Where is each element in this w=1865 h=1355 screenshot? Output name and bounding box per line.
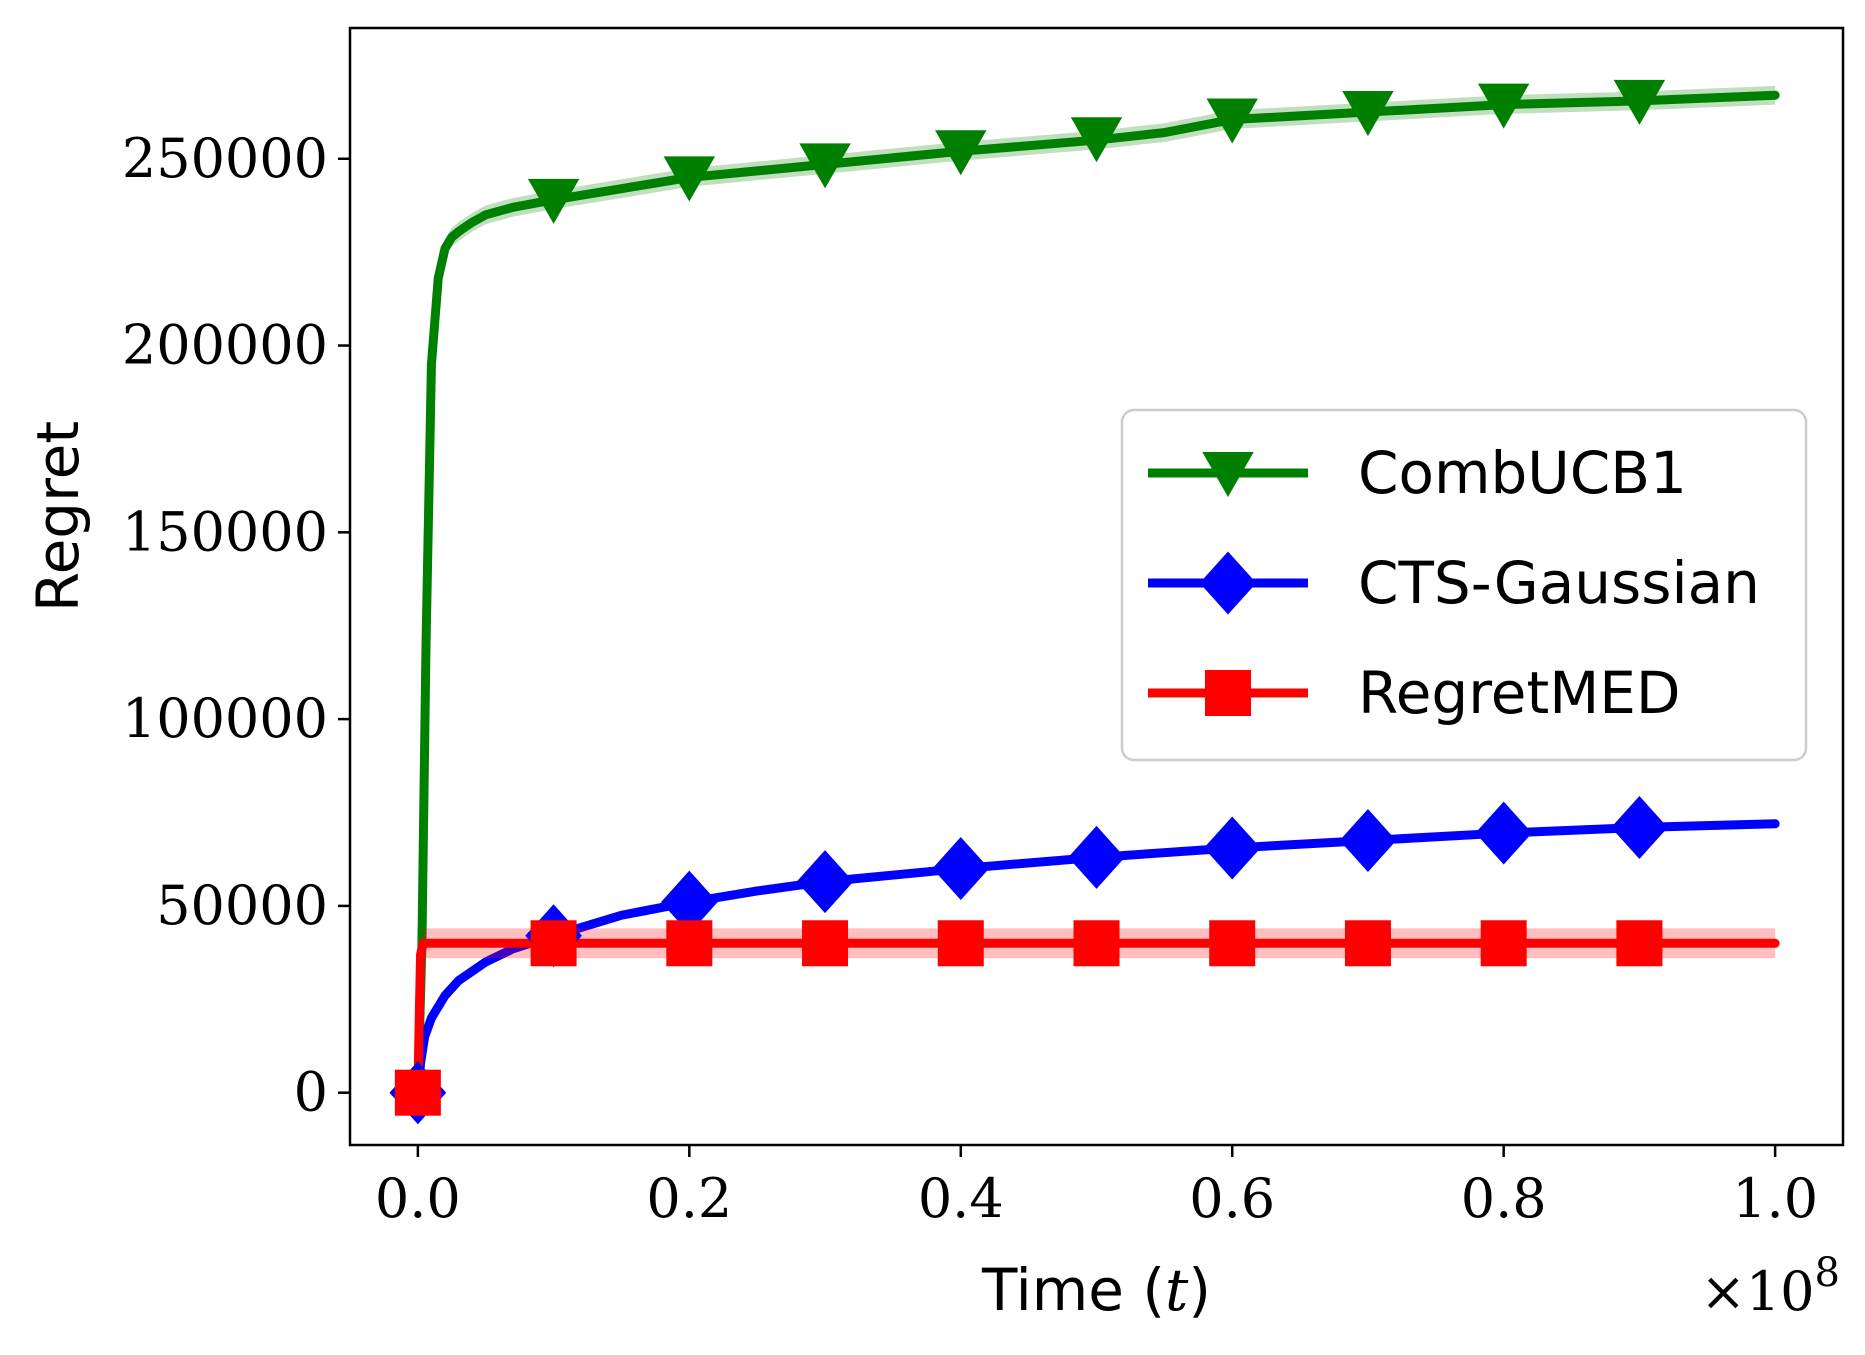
- marker-regretmed: [666, 920, 713, 967]
- legend-marker-cts-gaussian: [1199, 551, 1257, 615]
- marker-combucb1: [1070, 117, 1123, 163]
- y-tick-label: 250000: [122, 127, 328, 190]
- x-axis-label-prefix: Time (: [981, 1256, 1165, 1324]
- y-axis-label: Regret: [24, 421, 92, 612]
- marker-cts-gaussian: [1339, 809, 1397, 873]
- y-tick-label: 0: [294, 1061, 328, 1124]
- y-tick-label: 200000: [122, 314, 328, 377]
- legend-box: [1120, 408, 1808, 762]
- marker-regretmed: [1480, 920, 1527, 967]
- marker-combucb1: [935, 130, 987, 176]
- marker-regretmed: [937, 920, 984, 967]
- marker-cts-gaussian: [932, 837, 990, 901]
- marker-regretmed: [1073, 920, 1120, 967]
- marker-combucb1: [799, 143, 851, 189]
- legend-marker-combucb1: [1202, 452, 1254, 498]
- legend-label-combucb1: CombUCB1: [1358, 439, 1687, 507]
- x-axis-label-variable: t: [1165, 1256, 1189, 1324]
- marker-cts-gaussian: [1475, 801, 1533, 865]
- legend-label-regretmed: RegretMED: [1358, 659, 1681, 727]
- x-axis-label: Time (t): [981, 1256, 1211, 1324]
- marker-combucb1: [1477, 83, 1530, 129]
- x-tick-label: 0.8: [1461, 1167, 1547, 1230]
- y-tick-label: 100000: [122, 687, 328, 750]
- x-tick-label: 0.4: [918, 1167, 1004, 1230]
- x-tick-label: 0.2: [646, 1167, 732, 1230]
- multiplier-base: ×10: [1701, 1260, 1815, 1323]
- marker-regretmed: [1209, 920, 1256, 967]
- y-tick-label: 150000: [122, 500, 328, 563]
- x-axis-label-suffix: ): [1188, 1256, 1211, 1324]
- marker-regretmed: [802, 920, 849, 967]
- multiplier-exponent: 8: [1815, 1250, 1840, 1296]
- x-tick-label: 1.0: [1732, 1167, 1818, 1230]
- y-tick-label: 50000: [156, 874, 328, 937]
- x-tick-label: 0.0: [375, 1167, 461, 1230]
- x-axis-multiplier: ×108: [1701, 1250, 1840, 1323]
- marker-cts-gaussian: [1203, 816, 1261, 880]
- x-tick-label: 0.6: [1189, 1167, 1275, 1230]
- marker-cts-gaussian: [1068, 825, 1125, 889]
- marker-combucb1: [1206, 98, 1258, 144]
- marker-regretmed: [1344, 920, 1391, 967]
- marker-combucb1: [1342, 91, 1394, 137]
- plot-frame: [348, 26, 1845, 1147]
- marker-regretmed: [1616, 920, 1663, 967]
- marker-combucb1: [527, 178, 580, 224]
- legend-label-cts-gaussian: CTS-Gaussian: [1358, 549, 1760, 617]
- marker-combucb1: [663, 156, 716, 202]
- marker-regretmed: [394, 1069, 441, 1116]
- marker-cts-gaussian: [796, 850, 854, 914]
- legend-marker-regretmed: [1205, 670, 1251, 716]
- marker-combucb1: [1613, 79, 1666, 125]
- marker-regretmed: [530, 920, 577, 967]
- marker-cts-gaussian: [1611, 795, 1668, 859]
